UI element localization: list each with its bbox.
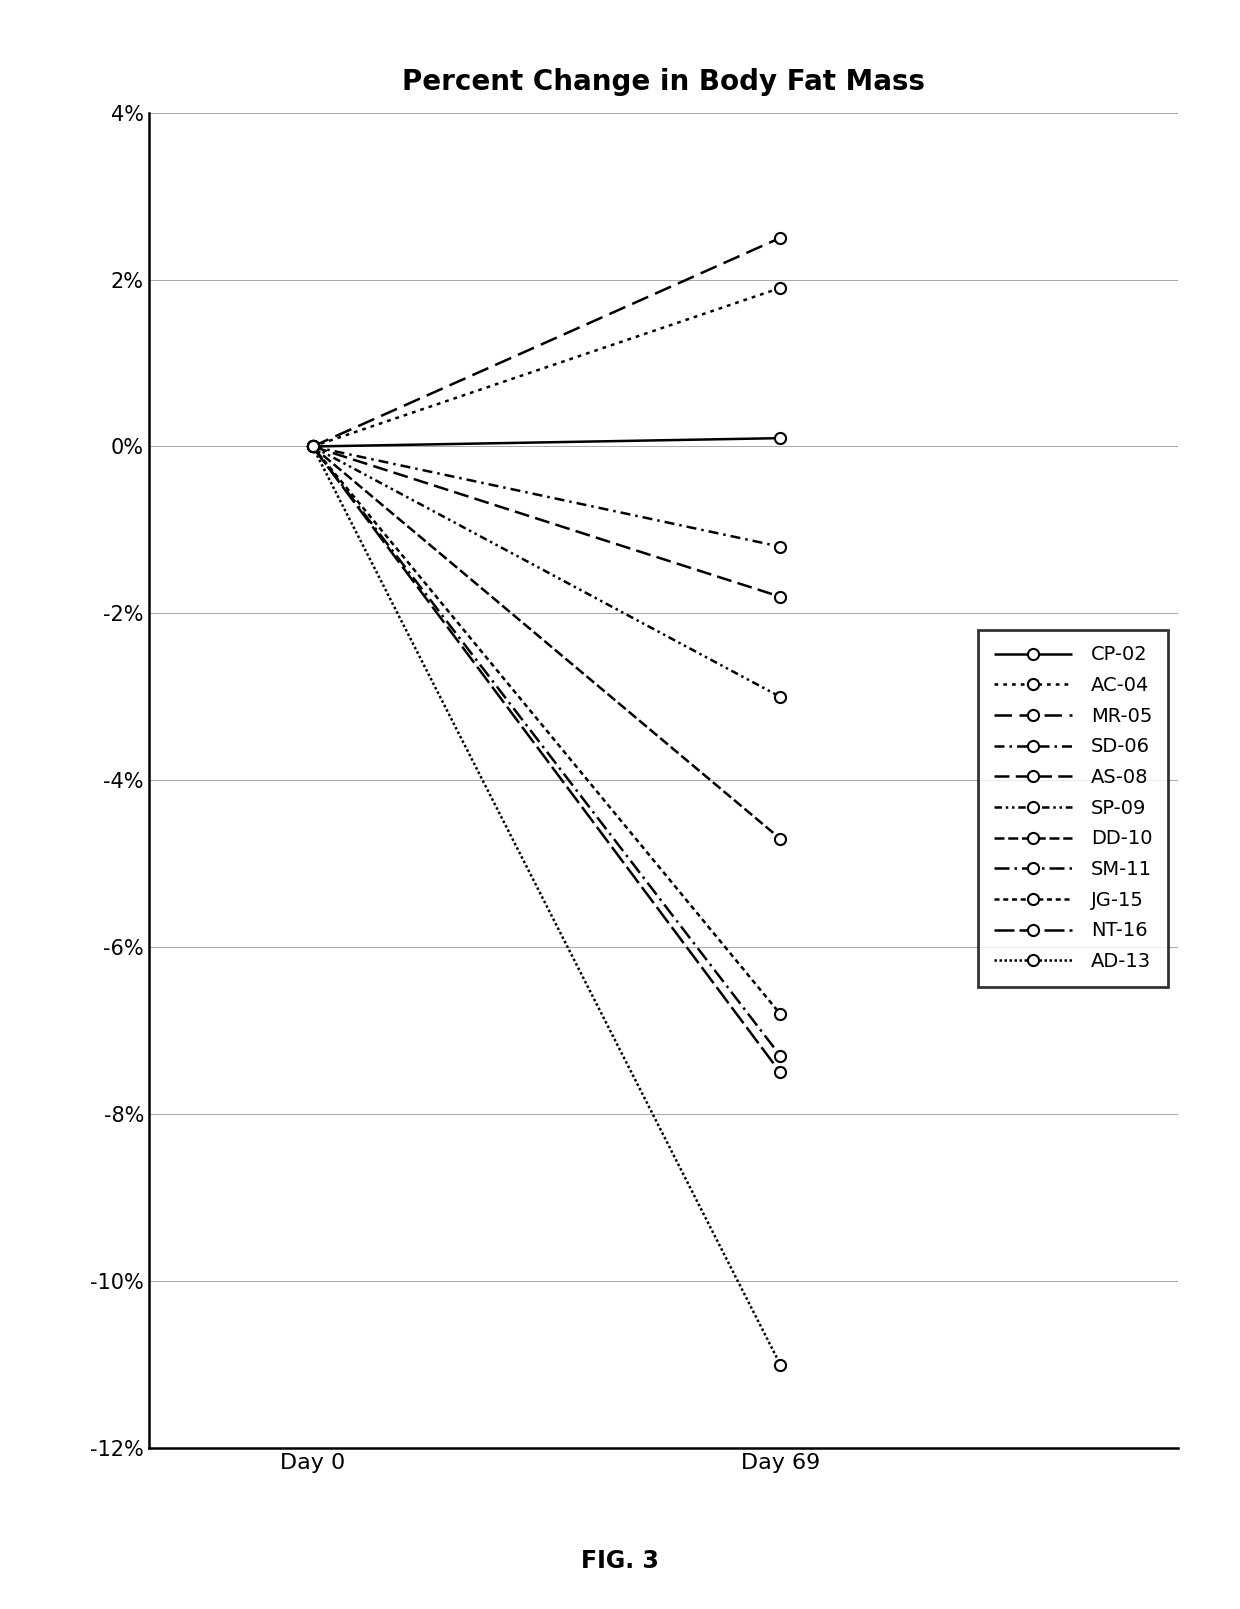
Title: Percent Change in Body Fat Mass: Percent Change in Body Fat Mass [402,69,925,97]
Text: FIG. 3: FIG. 3 [582,1549,658,1572]
Legend: CP-02, AC-04, MR-05, SD-06, AS-08, SP-09, DD-10, SM-11, JG-15, NT-16, AD-13: CP-02, AC-04, MR-05, SD-06, AS-08, SP-09… [978,629,1168,986]
